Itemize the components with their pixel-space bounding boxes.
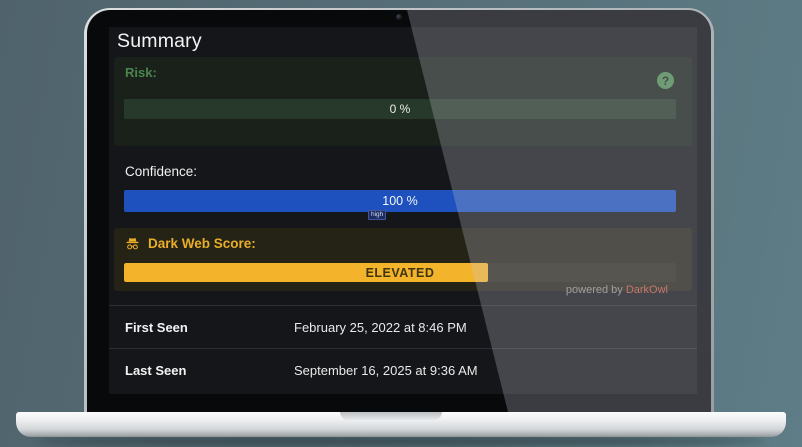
- incognito-icon: [126, 238, 139, 250]
- laptop-base-notch: [340, 412, 442, 420]
- dark-web-score-header: Dark Web Score:: [124, 235, 256, 252]
- laptop-base: [16, 412, 786, 437]
- summary-panel: Summary Risk: ? 0 % Confidence: 100 % hi…: [109, 27, 697, 394]
- screen-bezel: Summary Risk: ? 0 % Confidence: 100 % hi…: [87, 10, 711, 412]
- risk-label: Risk:: [125, 65, 157, 80]
- first-seen-label: First Seen: [125, 319, 188, 335]
- confidence-progress-fill: [124, 190, 676, 212]
- last-seen-value: September 16, 2025 at 9:36 AM: [294, 362, 478, 378]
- risk-progress-bar: 0 %: [124, 99, 676, 119]
- confidence-progress-bar: 100 %: [124, 190, 676, 212]
- dark-web-score-label: Dark Web Score:: [148, 236, 256, 251]
- last-seen-row: Last Seen September 16, 2025 at 9:36 AM: [109, 348, 697, 391]
- confidence-level-badge: high: [368, 210, 387, 220]
- first-seen-value: February 25, 2022 at 8:46 PM: [294, 319, 467, 335]
- page-title: Summary: [117, 30, 202, 52]
- help-icon[interactable]: ?: [657, 72, 674, 89]
- dark-web-score-section: Dark Web Score: ELEVATED: [114, 228, 692, 291]
- darkowl-brand-link[interactable]: DarkOwl: [625, 284, 668, 296]
- last-seen-label: Last Seen: [125, 362, 187, 378]
- risk-percent-value: 0 %: [389, 102, 411, 116]
- seen-table: First Seen February 25, 2022 at 8:46 PM …: [109, 305, 697, 391]
- laptop-screen-frame: Summary Risk: ? 0 % Confidence: 100 % hi…: [84, 8, 714, 412]
- powered-by: powered by DarkOwl: [566, 284, 668, 296]
- first-seen-row: First Seen February 25, 2022 at 8:46 PM: [109, 305, 697, 348]
- confidence-label: Confidence:: [125, 164, 198, 179]
- webcam-dot: [396, 14, 402, 20]
- dark-web-score-bar: ELEVATED: [124, 263, 676, 282]
- risk-section: Risk: ? 0 %: [114, 57, 692, 146]
- powered-by-text: powered by: [565, 284, 626, 296]
- confidence-percent-value: 100 %: [382, 194, 418, 208]
- laptop-shadow: [36, 436, 766, 446]
- dark-web-score-level: ELEVATED: [365, 265, 435, 280]
- dark-web-score-fill: [124, 263, 489, 282]
